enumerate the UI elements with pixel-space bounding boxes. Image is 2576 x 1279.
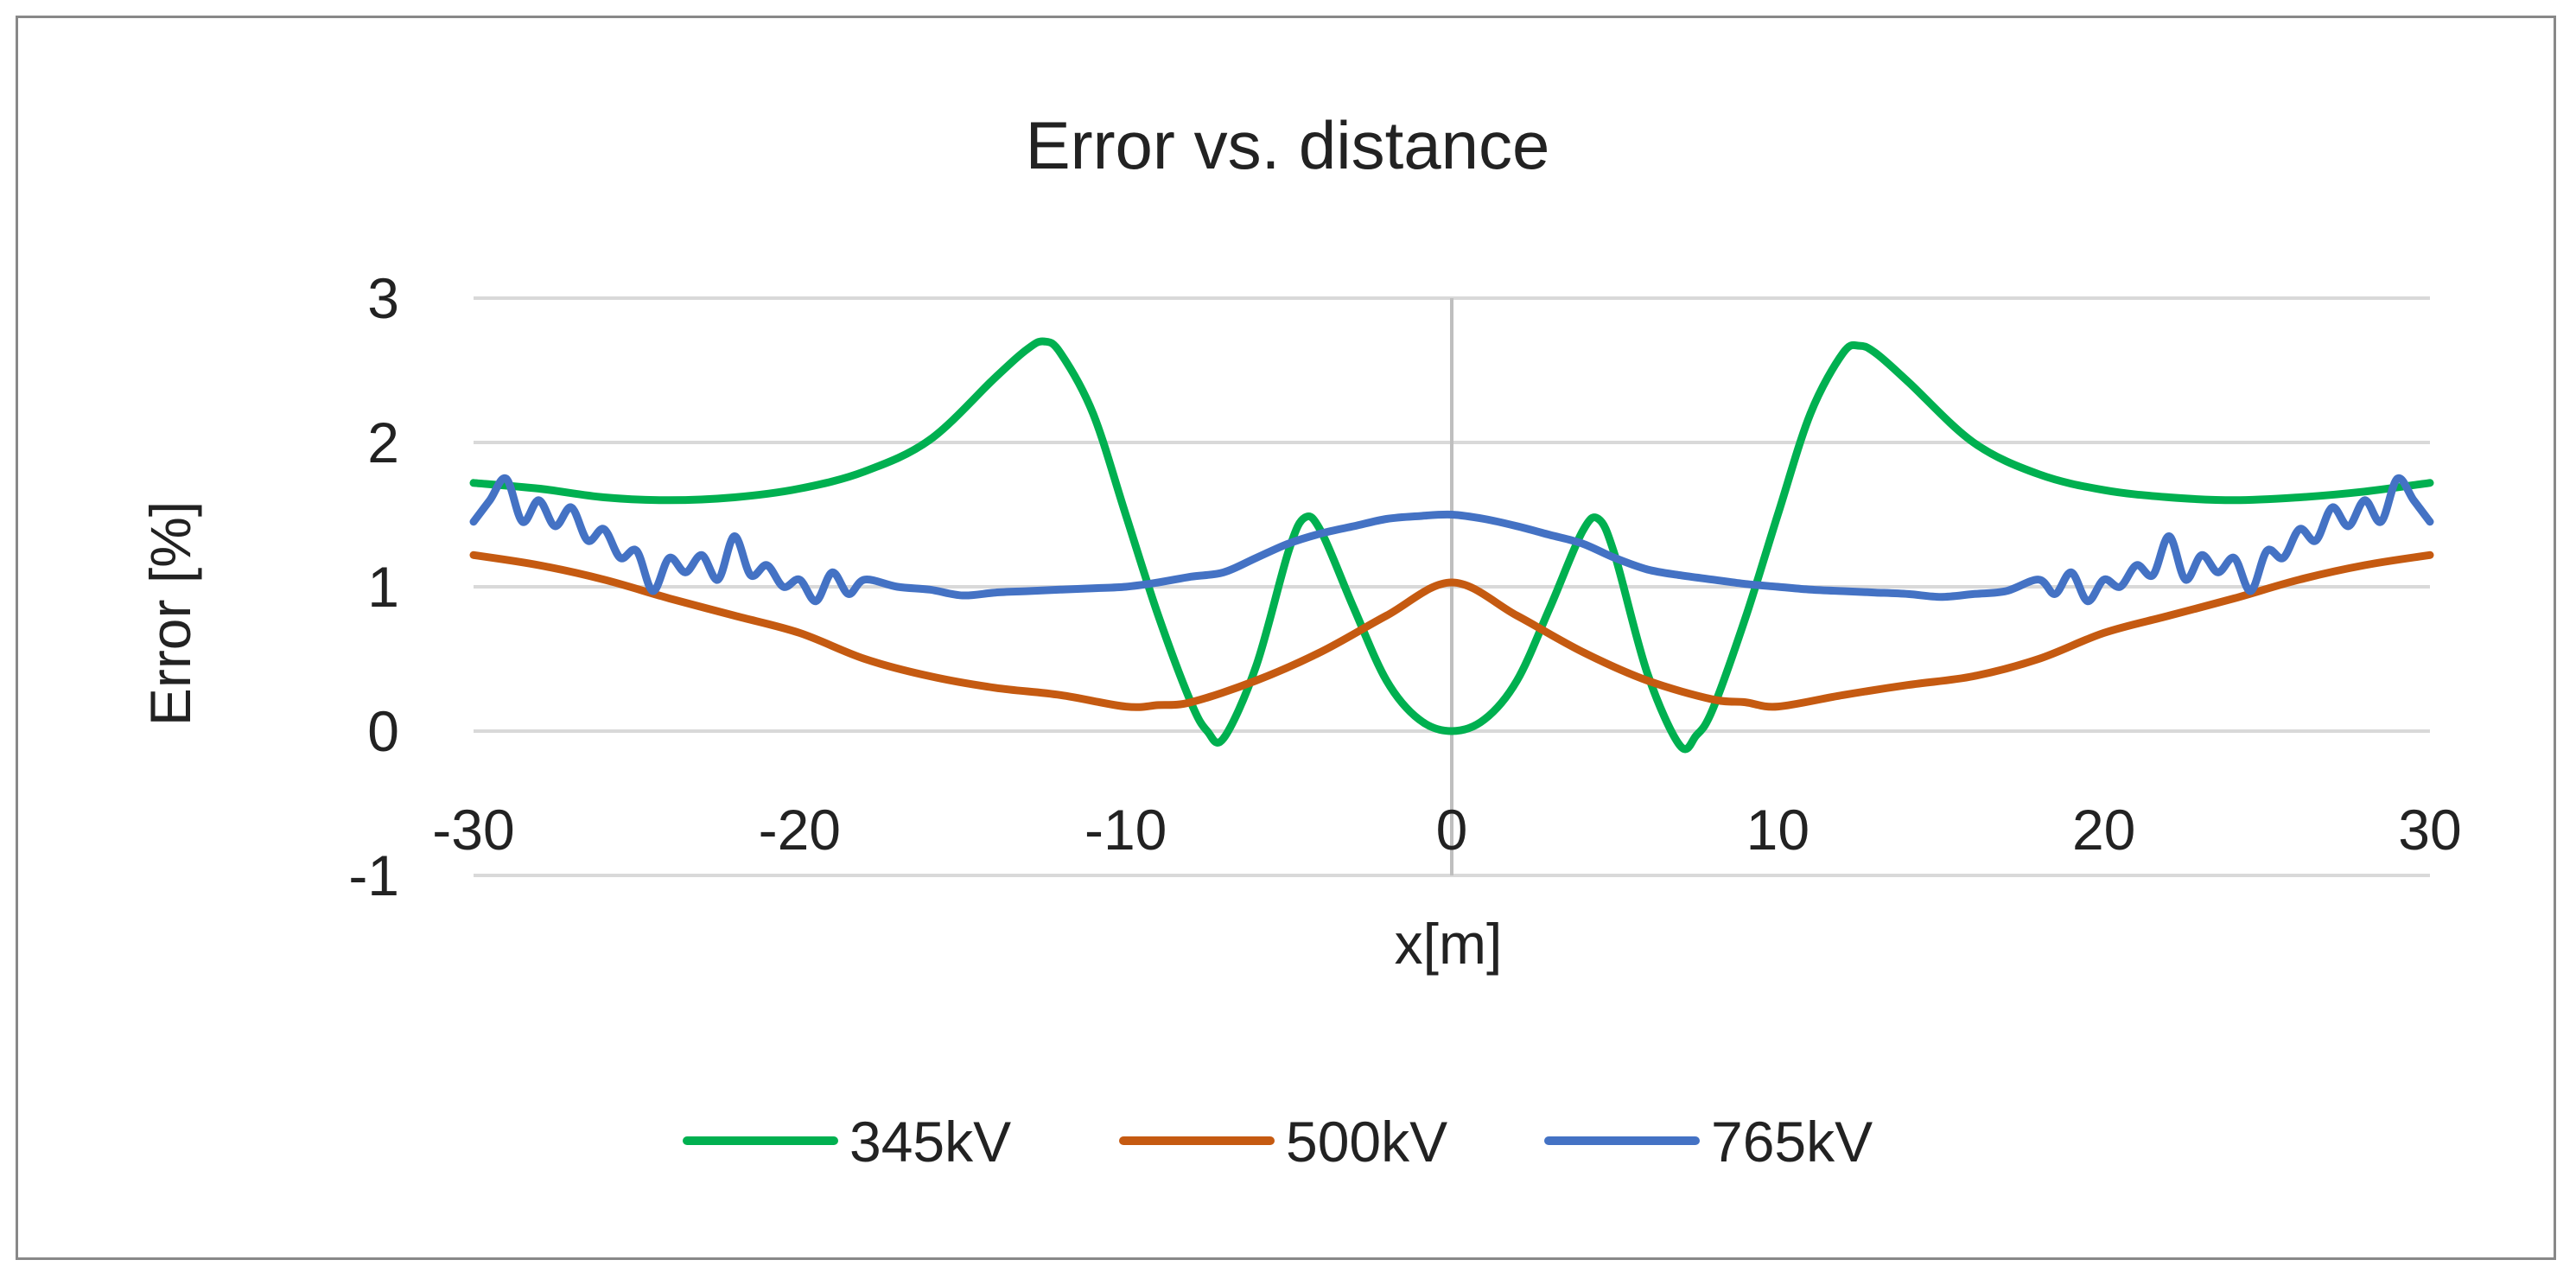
- x-tick-label: 10: [1746, 798, 1810, 862]
- x-tick-label: 0: [1436, 798, 1468, 862]
- series-line-345kV: [469, 337, 2434, 754]
- y-tick-label: 1: [367, 555, 399, 619]
- y-tick-label: 3: [367, 266, 399, 330]
- x-tick-label: 20: [2072, 798, 2135, 862]
- legend-label: 765kV: [1711, 1110, 1873, 1174]
- x-tick-label: 30: [2398, 798, 2461, 862]
- y-tick-label: 0: [367, 699, 399, 763]
- series-line-765kV: [469, 474, 2434, 606]
- chart-title: Error vs. distance: [1026, 107, 1550, 183]
- x-tick-label: -30: [432, 798, 514, 862]
- legend-label: 345kV: [849, 1110, 1011, 1174]
- y-tick-label: 2: [367, 410, 399, 474]
- legend: 345kV 500kV 765kV: [683, 1110, 1873, 1174]
- y-tick-label: -1: [348, 843, 399, 907]
- y-axis-label: Error [%]: [138, 501, 202, 726]
- series-line-500kV: [469, 550, 2434, 711]
- x-tick-label: -10: [1084, 798, 1167, 862]
- x-tick-label: -20: [759, 798, 841, 862]
- chart-frame: [16, 16, 2556, 1260]
- series-lines: [469, 337, 2434, 754]
- legend-label: 500kV: [1286, 1110, 1447, 1174]
- x-axis-label: x[m]: [1395, 912, 1503, 976]
